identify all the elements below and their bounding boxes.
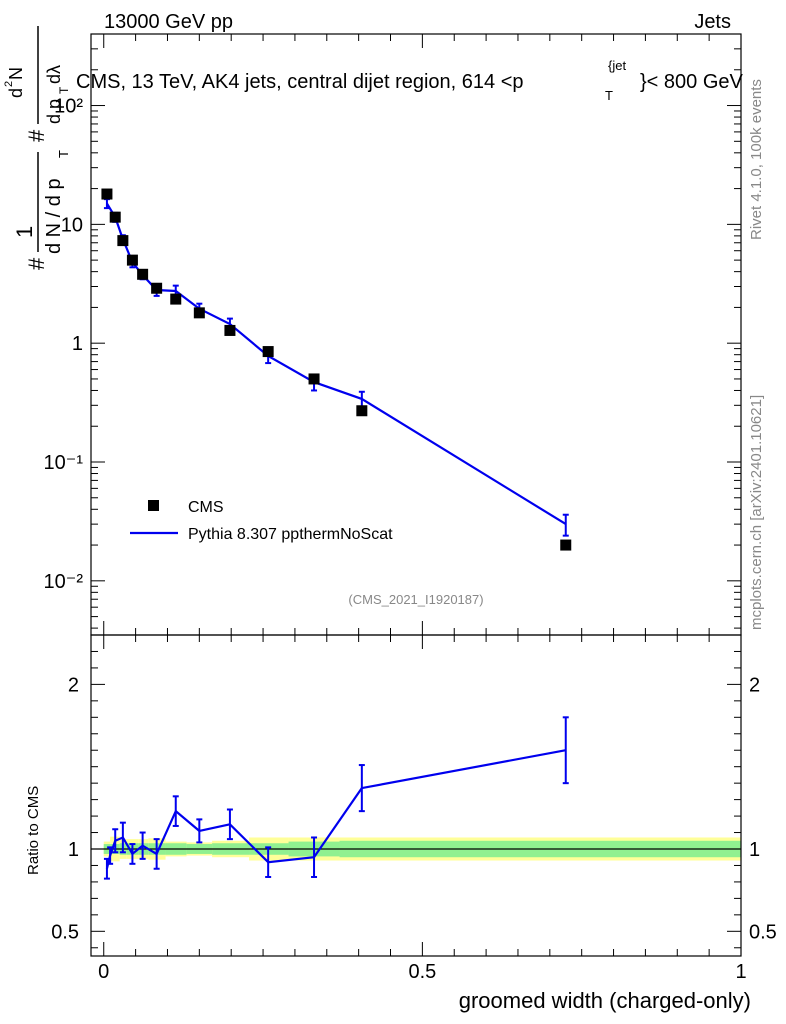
ylabel-frac-den: d N / d p — [43, 178, 65, 254]
cms-point — [193, 307, 205, 319]
main-ytick-label: 10⁻² — [44, 571, 84, 593]
ylabel-hash1: # — [24, 257, 49, 270]
pythia-line — [105, 202, 567, 526]
ylabel-frac2-den-rest: dλ — [44, 65, 64, 84]
cms-point — [308, 373, 320, 385]
ylabel-den-sub: T — [56, 150, 71, 158]
ylabel-frac2-den-sub: T — [57, 86, 71, 94]
category-label: Jets — [694, 11, 731, 33]
cms-point — [151, 282, 163, 294]
mcplots-label: mcplots.cern.ch [arXiv:2401.10621] — [748, 395, 765, 630]
ratio-panel-bands — [91, 836, 741, 862]
ylabel-frac2-num-sup: 2 — [3, 81, 15, 87]
legend-cms-label: CMS — [188, 499, 224, 516]
ratio-panel-frame — [90, 634, 742, 957]
plot-title-sub: T — [605, 88, 613, 103]
ratio-ytick-label-right: 1 — [749, 839, 760, 861]
xtick-label: 1 — [735, 961, 746, 983]
ratio-y-axis-label: Ratio to CMS — [25, 786, 42, 875]
main-panel-series — [101, 188, 572, 551]
ylabel-frac-num: 1 — [12, 226, 37, 238]
xtick-label: 0.5 — [408, 961, 436, 983]
plot-title-main: CMS, 13 TeV, AK4 jets, central dijet reg… — [76, 71, 524, 93]
ratio-ytick-label: 2 — [68, 674, 79, 696]
cms-point — [117, 235, 129, 247]
cms-point — [109, 211, 121, 223]
ratio-panel-ticks: 0.5 0.51 12 20 0.5 1 — [51, 635, 777, 983]
ratio-line — [105, 749, 567, 870]
ratio-ytick-label: 1 — [68, 839, 79, 861]
ylabel-frac2-den: d p — [44, 99, 64, 124]
x-axis-label: groomed width (charged-only) — [459, 988, 751, 1013]
cms-point — [137, 268, 149, 280]
plot-title: CMS, 13 TeV, AK4 jets, central dijet reg… — [76, 58, 744, 103]
plot-title-sup: {jet — [608, 58, 626, 73]
main-ytick-label: 1 — [72, 333, 83, 355]
main-panel-ticks: 10⁻² 10⁻¹ 1 10 10² — [44, 33, 742, 635]
analysis-tag: (CMS_2021_I1920187) — [348, 592, 483, 607]
cms-point — [224, 324, 236, 336]
plot-title-end: }< 800 GeV — [640, 71, 744, 93]
cms-point — [356, 405, 368, 417]
main-y-axis-label: # 1 d N / d p T # d 2 N d p T dλ — [3, 26, 71, 270]
cms-point — [126, 254, 138, 266]
energy-label: 13000 GeV pp — [104, 11, 233, 33]
legend: CMS Pythia 8.307 ppthermNoScat — [130, 499, 393, 543]
xtick-label: 0 — [98, 961, 109, 983]
main-ytick-label: 10 — [61, 214, 83, 236]
cms-point — [262, 346, 274, 358]
cms-point — [101, 188, 113, 200]
main-ytick-label: 10² — [54, 96, 83, 118]
legend-cms-marker — [148, 500, 159, 511]
ylabel-hash2: # — [24, 129, 49, 142]
ratio-ytick-label-right: 0.5 — [749, 921, 777, 943]
cms-point — [560, 539, 572, 551]
ratio-ytick-label-right: 2 — [749, 674, 760, 696]
main-ytick-label: 10⁻¹ — [44, 452, 84, 474]
ylabel-frac2-num-rest: N — [6, 67, 26, 80]
legend-pythia-label: Pythia 8.307 ppthermNoScat — [188, 526, 393, 543]
ratio-ytick-label: 0.5 — [51, 921, 79, 943]
ratio-panel-series — [103, 716, 569, 880]
main-panel-frame — [90, 33, 742, 636]
rivet-version-label: Rivet 4.1.0, 100k events — [748, 79, 765, 240]
cms-point — [170, 293, 182, 305]
ylabel-frac2-num: d — [6, 88, 26, 98]
